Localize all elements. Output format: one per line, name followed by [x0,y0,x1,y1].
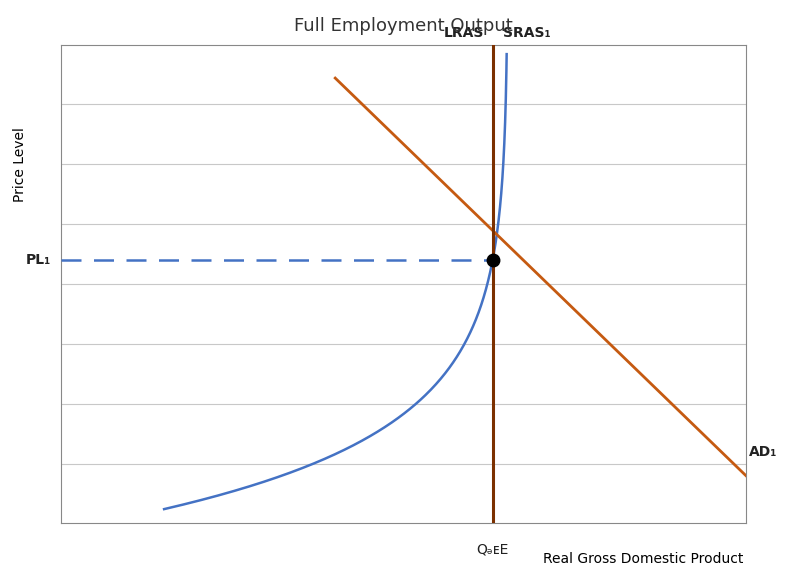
Text: PL₁: PL₁ [26,253,51,267]
Text: AD₁: AD₁ [750,444,777,458]
Y-axis label: Price Level: Price Level [13,127,27,202]
Title: Full Employment Output: Full Employment Output [295,17,513,35]
Text: QₔᴇE: QₔᴇE [476,543,509,557]
Text: SRAS₁: SRAS₁ [503,26,550,40]
Text: LRAS: LRAS [444,26,484,40]
X-axis label: Real Gross Domestic Product: Real Gross Domestic Product [543,552,743,566]
